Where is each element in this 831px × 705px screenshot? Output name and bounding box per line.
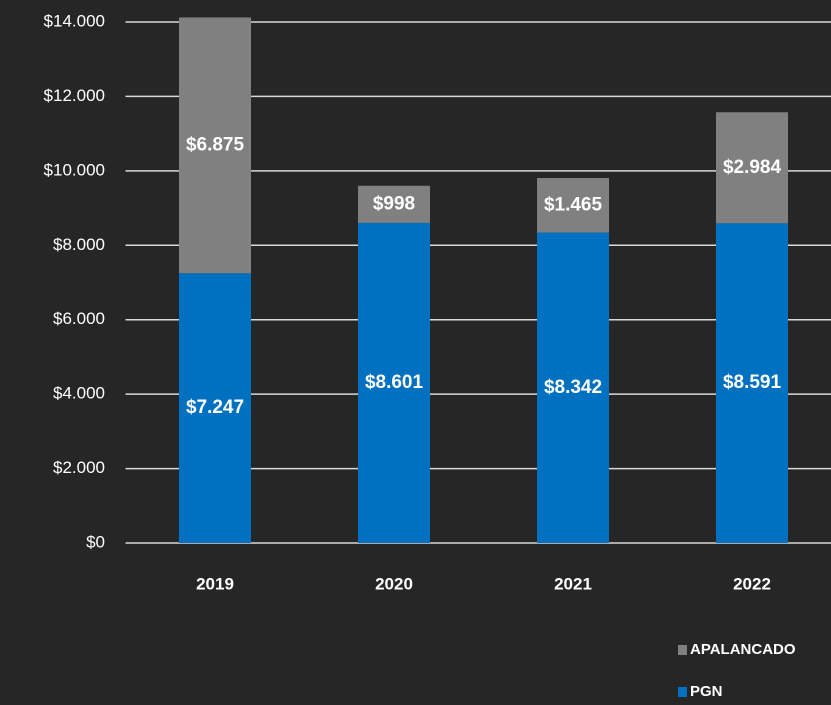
bar-segment [716, 223, 788, 544]
bar-segment [537, 178, 609, 233]
bar-segment [179, 17, 251, 274]
x-tick-label: 2019 [196, 574, 234, 593]
legend-label: APALANCADO [690, 641, 796, 658]
x-tick-label: 2020 [375, 574, 413, 593]
bar-segment [716, 112, 788, 224]
data-label: $998 [373, 193, 415, 214]
data-label: $8.342 [544, 377, 602, 398]
y-tick-label: $6.000 [53, 309, 105, 328]
data-label: $8.591 [723, 372, 782, 393]
y-tick-label: $4.000 [53, 384, 105, 403]
bar-segment [358, 185, 430, 223]
y-tick-label: $8.000 [53, 235, 105, 254]
data-label: $8.601 [365, 372, 424, 393]
x-tick-label: 2021 [554, 574, 592, 593]
bar-segment [179, 273, 251, 543]
x-tick-label: 2022 [733, 574, 771, 593]
data-label: $7.247 [186, 397, 244, 418]
y-tick-label: $0 [86, 532, 105, 551]
y-tick-label: $12.000 [44, 86, 105, 105]
data-label: $1.465 [544, 194, 603, 215]
y-tick-label: $10.000 [44, 160, 105, 179]
y-tick-label: $2.000 [53, 458, 105, 477]
data-label: $6.875 [186, 134, 245, 155]
bar-segment [537, 232, 609, 544]
data-label: $2.984 [723, 157, 782, 178]
y-tick-label: $14.000 [44, 11, 105, 30]
legend-label: PGN [690, 683, 723, 700]
legend-swatch [678, 645, 687, 655]
bar-segment [358, 222, 430, 543]
legend-swatch [678, 687, 687, 697]
